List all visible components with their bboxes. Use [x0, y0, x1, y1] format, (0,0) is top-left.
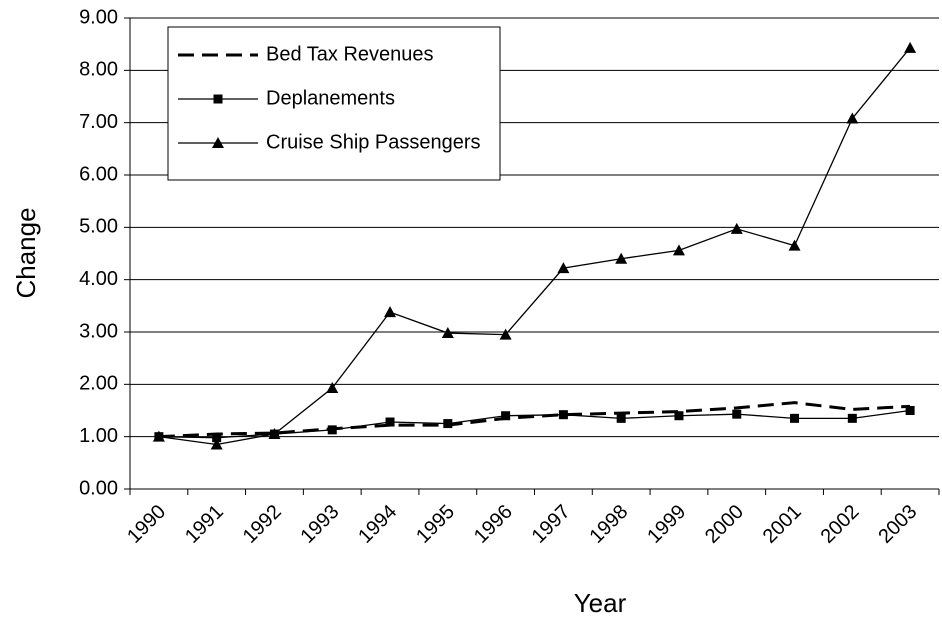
legend-box	[167, 26, 501, 181]
point	[904, 41, 917, 53]
y-tick-label: 0.00	[79, 477, 118, 499]
y-axis-title: Change	[11, 207, 41, 298]
point	[674, 411, 684, 421]
y-tick-label: 1.00	[79, 425, 118, 447]
x-axis-title: Year	[574, 588, 627, 618]
x-tick-label: 2000	[701, 501, 748, 548]
x-tick-label: 1991	[181, 501, 228, 548]
x-tick-label: 1995	[412, 501, 459, 548]
point	[790, 413, 800, 423]
y-tick-label: 8.00	[79, 59, 118, 81]
y-tick-label: 9.00	[79, 6, 118, 28]
point	[212, 433, 222, 443]
y-tick-label: 7.00	[79, 111, 118, 133]
point	[385, 417, 395, 427]
point	[441, 327, 454, 339]
point	[732, 409, 742, 419]
point	[326, 381, 339, 393]
legend-label: Cruise Ship Passengers	[266, 131, 481, 153]
x-tick-label: 1996	[470, 501, 517, 548]
x-tick-label: 1997	[528, 501, 575, 548]
legend-label: Deplanements	[266, 87, 395, 109]
point	[788, 239, 801, 251]
point	[501, 411, 511, 421]
x-tick-label: 1993	[296, 501, 343, 548]
series-line	[158, 409, 911, 439]
point	[327, 425, 337, 435]
x-tick-label: 2001	[759, 501, 806, 548]
y-tick-label: 2.00	[79, 373, 118, 395]
legend-marker	[213, 94, 223, 104]
x-tick-label: 2002	[817, 501, 864, 548]
point	[443, 419, 453, 429]
series-line	[158, 401, 911, 439]
x-tick-label: 1990	[123, 501, 170, 548]
x-tick-label: 1999	[643, 501, 690, 548]
point	[672, 244, 685, 256]
point	[268, 428, 281, 440]
legend-label: Bed Tax Revenues	[266, 43, 434, 65]
point	[558, 410, 568, 420]
point	[152, 430, 165, 442]
x-tick-label: 1998	[585, 501, 632, 548]
series-line	[158, 47, 911, 446]
y-tick-label: 3.00	[79, 320, 118, 342]
y-tick-label: 6.00	[79, 163, 118, 185]
point	[615, 252, 628, 264]
point	[847, 413, 857, 423]
point	[210, 438, 223, 450]
x-tick-label: 2003	[874, 501, 921, 548]
point	[730, 222, 743, 234]
y-tick-label: 4.00	[79, 268, 118, 290]
x-tick-label: 1992	[239, 501, 286, 548]
legend-marker	[212, 137, 224, 148]
point	[557, 262, 570, 274]
x-tick-label: 1994	[354, 501, 401, 548]
point	[905, 406, 915, 415]
point	[846, 112, 859, 124]
point	[384, 306, 397, 318]
point	[616, 413, 626, 423]
y-tick-label: 5.00	[79, 216, 118, 238]
point	[499, 328, 512, 340]
